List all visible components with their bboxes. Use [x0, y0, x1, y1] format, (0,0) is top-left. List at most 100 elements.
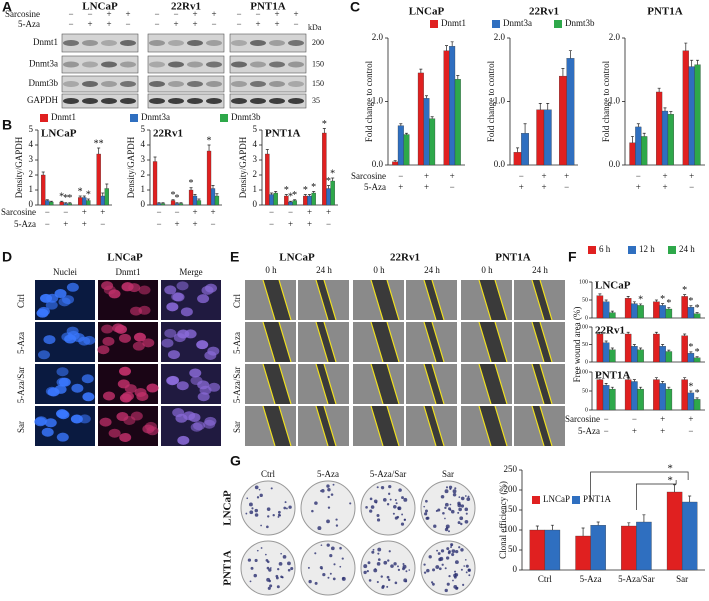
- treatment-sign: −: [154, 19, 159, 29]
- colony: [246, 497, 249, 500]
- row-label: 5-Aza: [16, 332, 26, 354]
- kda-value: 200: [312, 38, 324, 47]
- colony: [426, 568, 430, 573]
- bar: [637, 388, 644, 411]
- blot-band: [288, 81, 304, 87]
- row-label: PNT1A: [222, 550, 234, 586]
- colony: [290, 567, 294, 571]
- colony: [335, 518, 338, 521]
- blot-band: [187, 98, 203, 104]
- y-tick-label: 1: [29, 184, 34, 194]
- cell: [36, 308, 49, 318]
- legend-label: 24 h: [679, 244, 695, 254]
- wound-gap: [263, 280, 291, 320]
- error-bar: [303, 194, 307, 196]
- significance: *: [330, 168, 335, 179]
- error-bar: [667, 349, 671, 352]
- colony: [377, 547, 382, 552]
- error-bar: [68, 202, 72, 204]
- y-tick-label: 2: [141, 169, 146, 179]
- treatment-sign: −: [45, 219, 50, 229]
- bar: [596, 379, 604, 411]
- wound-gap: [479, 322, 507, 362]
- blot-band: [149, 81, 165, 87]
- cell: [142, 424, 155, 434]
- bar: [637, 349, 644, 363]
- colony: [245, 512, 248, 515]
- colony: [389, 498, 392, 501]
- wound-gap: [424, 406, 444, 446]
- cell: [56, 377, 69, 387]
- y-tick-label: 100: [579, 279, 588, 285]
- colony: [439, 556, 444, 561]
- significance: *: [660, 294, 665, 305]
- colony: [339, 565, 342, 568]
- error-bar: [610, 310, 614, 313]
- error-bar: [561, 68, 565, 77]
- colony: [251, 507, 254, 510]
- blot-band: [168, 81, 184, 87]
- bar: [631, 303, 638, 319]
- colony: [458, 546, 461, 549]
- treatment-sign: +: [87, 19, 92, 29]
- bar: [559, 75, 567, 166]
- colony: [444, 527, 449, 532]
- error-bar: [610, 386, 614, 390]
- error-bar: [604, 299, 608, 302]
- colony: [432, 582, 435, 586]
- dish: [360, 480, 416, 536]
- treatment-sign: +: [63, 219, 68, 229]
- blot-band: [82, 61, 98, 68]
- error-bar: [523, 123, 527, 134]
- colony: [467, 568, 471, 572]
- column-label: Ctrl: [261, 469, 276, 479]
- error-bar: [630, 136, 634, 143]
- blot-band: [269, 40, 285, 46]
- colony: [320, 544, 323, 546]
- legend-swatch: [668, 246, 676, 254]
- error-bar: [568, 50, 572, 59]
- wound-gap: [263, 406, 291, 446]
- cell: [138, 285, 151, 295]
- error-bar: [695, 356, 699, 358]
- blot-band: [250, 81, 266, 87]
- bar: [273, 192, 278, 206]
- colony: [277, 516, 280, 518]
- blot-band: [120, 40, 136, 46]
- error-bar: [546, 103, 550, 110]
- colony: [281, 576, 283, 579]
- cell: [189, 368, 202, 378]
- colony: [467, 495, 470, 498]
- error-bar: [293, 199, 297, 201]
- bar: [681, 501, 698, 571]
- error-bar: [639, 386, 643, 390]
- treatment-sign: −: [210, 219, 215, 229]
- treatment-name: 5-Aza: [578, 426, 600, 436]
- bar: [403, 134, 410, 166]
- treatment-sign: −: [689, 182, 694, 192]
- treatment-sign: −: [68, 9, 73, 19]
- error-bar: [626, 296, 630, 299]
- legend-swatch: [554, 20, 562, 28]
- bar: [631, 346, 638, 363]
- error-bar: [690, 59, 694, 67]
- error-bar: [689, 305, 693, 308]
- bar: [326, 188, 331, 206]
- colony: [376, 562, 381, 566]
- colony: [278, 561, 283, 566]
- y-tick-label: 150: [504, 504, 518, 514]
- error-bar: [211, 185, 215, 189]
- bar: [624, 333, 632, 363]
- y-tick-label: 0: [585, 315, 588, 321]
- wound-edge: [370, 279, 400, 321]
- colony: [451, 549, 456, 553]
- chart-title: LNCaP: [595, 280, 631, 292]
- bar: [659, 305, 666, 319]
- panel-label: G: [230, 453, 241, 469]
- cell: [40, 293, 53, 303]
- bar: [667, 114, 674, 166]
- cell: [205, 283, 218, 293]
- blot-strip: [147, 55, 225, 74]
- colony: [375, 501, 378, 504]
- treatment-name: Sarcosine: [351, 171, 386, 181]
